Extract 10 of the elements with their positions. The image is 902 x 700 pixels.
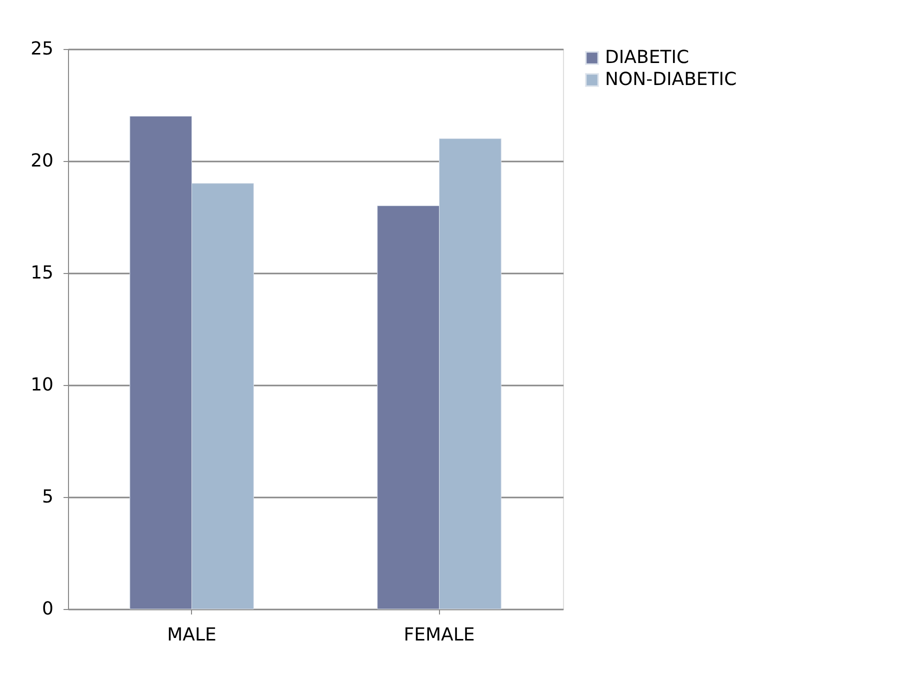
y-tick-label: 5 <box>42 486 54 508</box>
y-tick-label: 15 <box>30 262 54 284</box>
y-tick-label: 20 <box>30 150 54 172</box>
x-tick-label: FEMALE <box>404 624 475 646</box>
y-tick-label: 0 <box>42 598 54 620</box>
x-tick-label: MALE <box>167 624 216 646</box>
legend-label: DIABETIC <box>605 47 690 68</box>
y-tick-label: 25 <box>30 38 54 60</box>
legend-label: NON-DIABETIC <box>605 69 737 90</box>
y-tick-label: 10 <box>30 374 54 396</box>
